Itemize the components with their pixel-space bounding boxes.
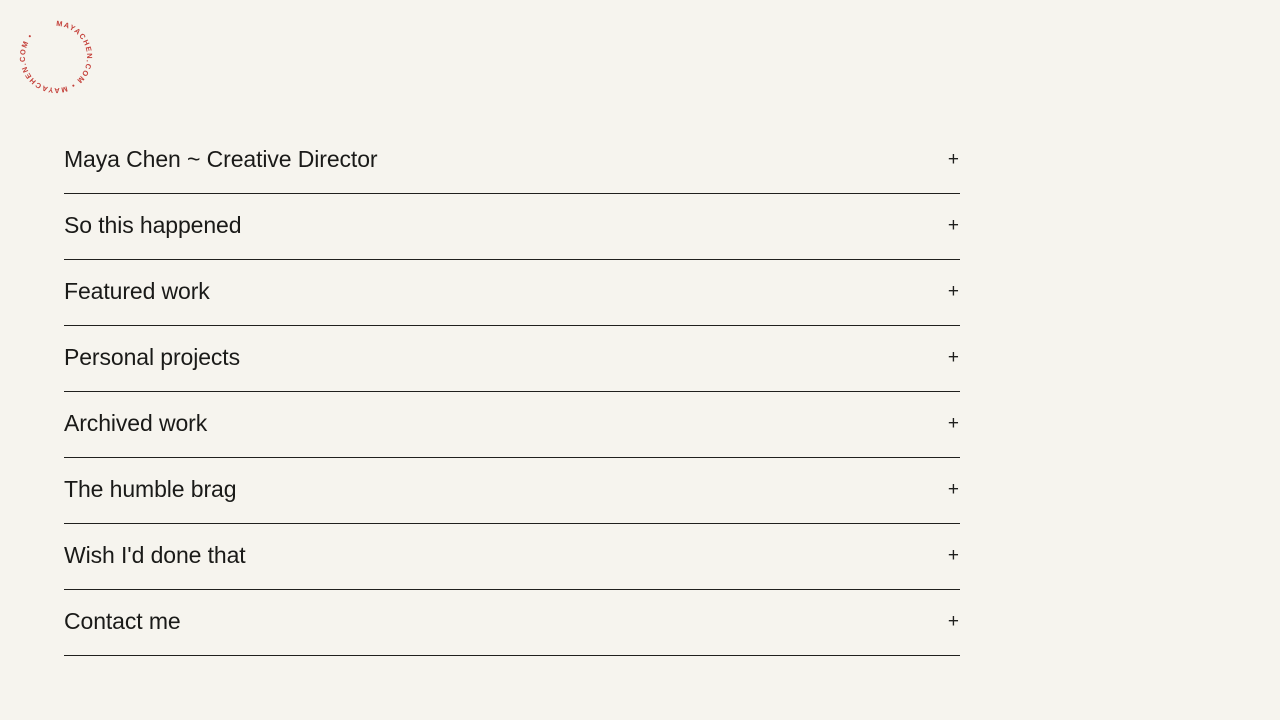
accordion-label: Featured work <box>64 278 210 304</box>
accordion-label: Contact me <box>64 608 181 634</box>
accordion-row-archived-work[interactable]: Archived work + <box>64 392 960 458</box>
accordion-label: So this happened <box>64 212 242 238</box>
plus-icon[interactable]: + <box>947 215 959 236</box>
plus-icon[interactable]: + <box>947 611 959 632</box>
accordion-label: Wish I'd done that <box>64 542 246 568</box>
accordion-row-maya-chen-creative-director[interactable]: Maya Chen ~ Creative Director + <box>64 128 960 194</box>
plus-icon[interactable]: + <box>947 413 959 434</box>
accordion-row-personal-projects[interactable]: Personal projects + <box>64 326 960 392</box>
accordion-label: Maya Chen ~ Creative Director <box>64 146 378 172</box>
accordion-row-featured-work[interactable]: Featured work + <box>64 260 960 326</box>
plus-icon[interactable]: + <box>947 545 959 566</box>
logo-ring-text: MAYACHEN.COM • MAYACHEN.COM • <box>18 19 94 95</box>
plus-icon[interactable]: + <box>947 479 959 500</box>
accordion-row-contact-me[interactable]: Contact me + <box>64 590 960 656</box>
accordion-row-the-humble-brag[interactable]: The humble brag + <box>64 458 960 524</box>
site-logo[interactable]: MAYACHEN.COM • MAYACHEN.COM • <box>13 14 99 100</box>
plus-icon[interactable]: + <box>947 347 959 368</box>
accordion-label: Personal projects <box>64 344 240 370</box>
accordion-row-so-this-happened[interactable]: So this happened + <box>64 194 960 260</box>
accordion-row-wish-id-done-that[interactable]: Wish I'd done that + <box>64 524 960 590</box>
logo-ring-textpath: MAYACHEN.COM • MAYACHEN.COM • <box>18 19 93 95</box>
plus-icon[interactable]: + <box>947 281 959 302</box>
circular-logo-icon: MAYACHEN.COM • MAYACHEN.COM • <box>18 19 94 95</box>
plus-icon[interactable]: + <box>947 149 959 170</box>
accordion-label: The humble brag <box>64 476 237 502</box>
accordion-label: Archived work <box>64 410 208 436</box>
accordion-list: Maya Chen ~ Creative Director + So this … <box>64 128 960 656</box>
